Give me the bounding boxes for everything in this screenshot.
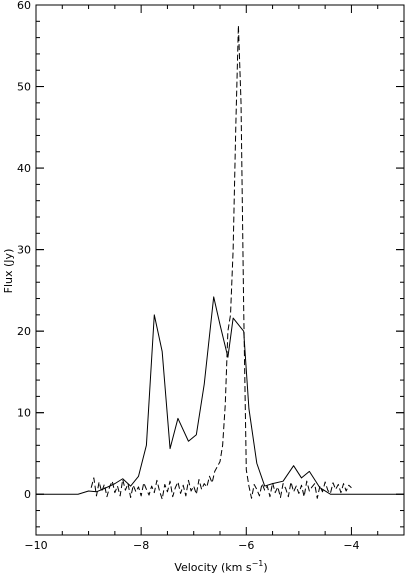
- x-tick-label: −6: [238, 539, 254, 552]
- x-axis-label-unit-superscript: −1: [252, 559, 264, 568]
- x-tick-label: −10: [24, 539, 47, 552]
- series-layer: [36, 24, 404, 500]
- y-tick-label: 10: [17, 407, 31, 420]
- y-tick-label: 30: [17, 244, 31, 257]
- x-axis-label: Velocity (km s−1): [174, 559, 267, 574]
- tick-labels: −10 −8 −6 −4 0 10 20 30 40 50 60: [17, 0, 360, 552]
- y-axis-label: Flux (Jy): [2, 249, 15, 294]
- axis-ticks: [35, 4, 405, 535]
- x-tick-label: −4: [343, 539, 359, 552]
- y-tick-label: 50: [17, 81, 31, 94]
- x-axis-label-close: ): [263, 561, 267, 574]
- y-tick-label: 20: [17, 325, 31, 338]
- x-tick-label: −8: [133, 539, 149, 552]
- y-tick-label: 40: [17, 162, 31, 175]
- y-tick-label: 0: [24, 488, 31, 501]
- series-line-solid: [36, 296, 404, 495]
- y-tick-label: 60: [17, 0, 31, 12]
- series-line-dashed: [90, 24, 352, 500]
- x-axis-label-text: Velocity (km s: [174, 561, 252, 574]
- plot-frame: [35, 4, 405, 536]
